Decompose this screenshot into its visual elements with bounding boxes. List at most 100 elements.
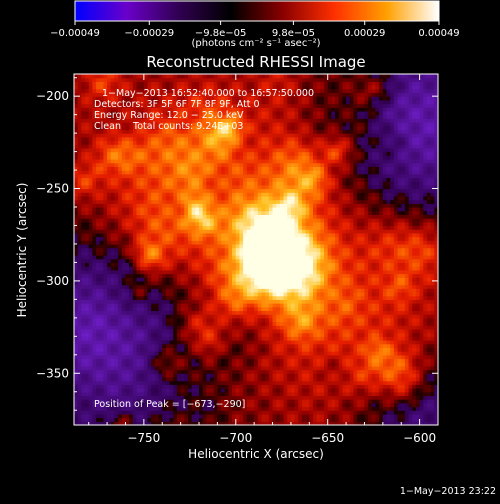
heatmap-cell xyxy=(137,281,141,285)
heatmap-cell xyxy=(166,296,170,300)
heatmap-cell xyxy=(133,141,137,145)
heatmap-cell xyxy=(206,155,210,159)
heatmap-cell xyxy=(129,288,133,292)
heatmap-cell xyxy=(103,274,107,278)
heatmap-cell xyxy=(177,155,181,159)
heatmap-cell xyxy=(166,255,170,259)
heatmap-cell xyxy=(96,255,100,259)
heatmap-cell xyxy=(129,255,133,259)
heatmap-cell xyxy=(85,274,89,278)
heatmap-cell xyxy=(199,344,203,348)
heatmap-cell xyxy=(206,266,210,270)
heatmap-cell xyxy=(188,133,192,137)
heatmap-cell xyxy=(173,163,177,167)
heatmap-cell xyxy=(118,314,122,318)
heatmap-cell xyxy=(89,303,93,307)
heatmap-cell xyxy=(228,203,232,207)
heatmap-cell xyxy=(100,237,104,241)
heatmap-cell xyxy=(81,166,85,170)
heatmap-cell xyxy=(140,274,144,278)
heatmap-cell xyxy=(78,362,82,366)
heatmap-cell xyxy=(78,392,82,396)
heatmap-cell xyxy=(78,174,82,178)
heatmap-cell xyxy=(85,115,89,119)
heatmap-cell xyxy=(81,285,85,289)
heatmap-cell xyxy=(177,410,181,414)
heatmap-cell xyxy=(122,163,126,167)
heatmap-cell xyxy=(232,262,236,266)
heatmap-cell xyxy=(107,318,111,322)
heatmap-cell xyxy=(181,277,185,281)
heatmap-cell xyxy=(188,259,192,263)
heatmap-cell xyxy=(100,299,104,303)
heatmap-cell xyxy=(81,104,85,108)
heatmap-cell xyxy=(199,141,203,145)
heatmap-cell xyxy=(92,299,96,303)
heatmap-cell xyxy=(162,218,166,222)
heatmap-cell xyxy=(188,366,192,370)
heatmap-cell xyxy=(210,255,214,259)
heatmap-cell xyxy=(144,277,148,281)
heatmap-cell xyxy=(210,211,214,215)
heatmap-cell xyxy=(81,277,85,281)
heatmap-cell xyxy=(78,366,82,370)
heatmap-cell xyxy=(155,148,159,152)
heatmap-cell xyxy=(199,196,203,200)
heatmap-cell xyxy=(155,281,159,285)
heatmap-cell xyxy=(151,344,155,348)
heatmap-cell xyxy=(159,200,163,204)
heatmap-cell xyxy=(188,141,192,145)
heatmap-cell xyxy=(140,155,144,159)
heatmap-cell xyxy=(96,248,100,252)
heatmap-cell xyxy=(118,340,122,344)
heatmap-cell xyxy=(148,207,152,211)
heatmap-cell xyxy=(173,370,177,374)
heatmap-cell xyxy=(96,207,100,211)
heatmap-cell xyxy=(206,185,210,189)
heatmap-cell xyxy=(243,133,247,137)
heatmap-cell xyxy=(203,81,207,85)
heatmap-cell xyxy=(111,251,115,255)
heatmap-cell xyxy=(159,133,163,137)
heatmap-cell xyxy=(206,381,210,385)
heatmap-cell xyxy=(96,189,100,193)
heatmap-cell xyxy=(170,137,174,141)
heatmap-cell xyxy=(111,418,115,422)
heatmap-cell xyxy=(203,274,207,278)
heatmap-cell xyxy=(225,203,229,207)
heatmap-cell xyxy=(125,292,129,296)
heatmap-cell xyxy=(89,381,93,385)
heatmap-cell xyxy=(173,310,177,314)
heatmap-cell xyxy=(144,296,148,300)
heatmap-cell xyxy=(96,318,100,322)
heatmap-cell xyxy=(133,233,137,237)
heatmap-cell xyxy=(166,74,170,78)
heatmap-cell xyxy=(232,373,236,377)
heatmap-cell xyxy=(247,229,251,233)
heatmap-cell xyxy=(195,240,199,244)
heatmap-cell xyxy=(155,288,159,292)
heatmap-cell xyxy=(100,392,104,396)
heatmap-cell xyxy=(228,155,232,159)
heatmap-cell xyxy=(103,362,107,366)
heatmap-cell xyxy=(140,133,144,137)
heatmap-cell xyxy=(151,185,155,189)
heatmap-cell xyxy=(103,285,107,289)
heatmap-cell xyxy=(232,81,236,85)
heatmap-cell xyxy=(195,259,199,263)
heatmap-cell xyxy=(118,148,122,152)
heatmap-cell xyxy=(144,336,148,340)
heatmap-cell xyxy=(81,237,85,241)
heatmap-cell xyxy=(232,155,236,159)
heatmap-cell xyxy=(247,170,251,174)
heatmap-cell xyxy=(188,262,192,266)
heatmap-cell xyxy=(155,384,159,388)
heatmap-cell xyxy=(173,148,177,152)
heatmap-cell xyxy=(137,277,141,281)
heatmap-cell xyxy=(243,262,247,266)
heatmap-cell xyxy=(103,177,107,181)
heatmap-cell xyxy=(96,384,100,388)
heatmap-cell xyxy=(195,185,199,189)
heatmap-cell xyxy=(173,174,177,178)
heatmap-cell xyxy=(137,299,141,303)
